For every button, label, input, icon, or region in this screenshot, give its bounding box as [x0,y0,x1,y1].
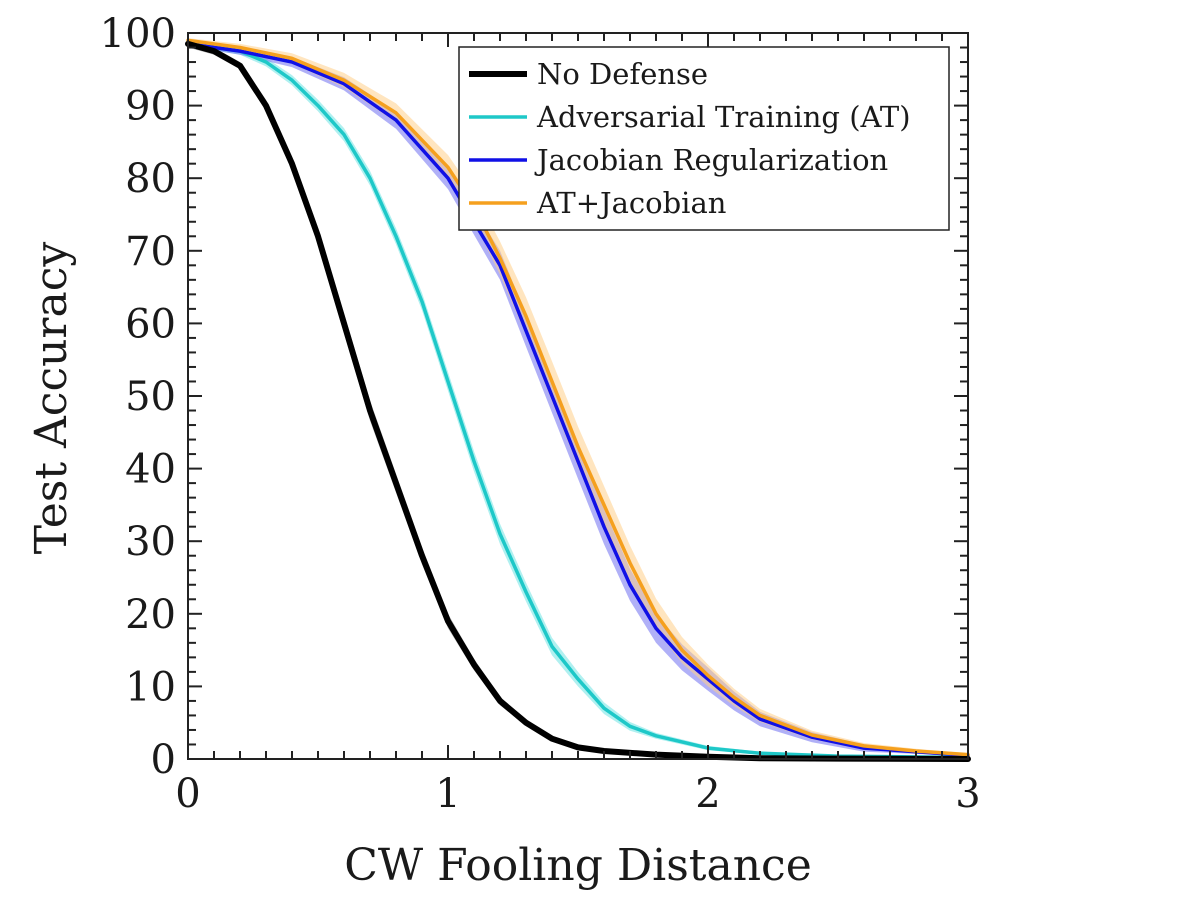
y-tick-label: 40 [125,447,176,493]
line-at-jacobian [186,38,970,757]
x-tick-label: 3 [955,771,980,817]
y-tick-label: 90 [125,84,176,130]
legend: No Defense Adversarial Training (AT) Jacob… [458,46,950,231]
x-tick-label: 2 [695,771,720,817]
legend-label-adversarial-training-at: Adversarial Training (AT) [536,100,911,134]
y-tick-label: 80 [125,156,176,202]
y-tick-label: 10 [125,664,176,710]
legend-label-jacobian-regularization: Jacobian Regularization [534,143,888,177]
y-tick-label: 20 [125,592,176,638]
y-tick-label: 70 [125,229,176,275]
axes [187,32,969,760]
line-jacobian-regularization [186,42,970,758]
y-axis-label: Test Accuracy [26,242,77,555]
x-tick-label: 1 [435,771,460,817]
y-tick-label: 30 [125,519,176,565]
y-tick-label: 60 [125,301,176,347]
y-tick-label: 100 [100,11,176,57]
x-tick-label: 0 [175,771,200,817]
legend-label-at-jacobian: AT+Jacobian [536,186,726,220]
legend-label-no-defense: No Defense [537,57,708,91]
line-adversarial-training-at [186,42,970,760]
legend-box [458,46,950,231]
y-tick-label: 0 [151,737,176,783]
y-tick-label: 50 [125,374,176,420]
x-axis-label: CW Fooling Distance [344,840,811,891]
